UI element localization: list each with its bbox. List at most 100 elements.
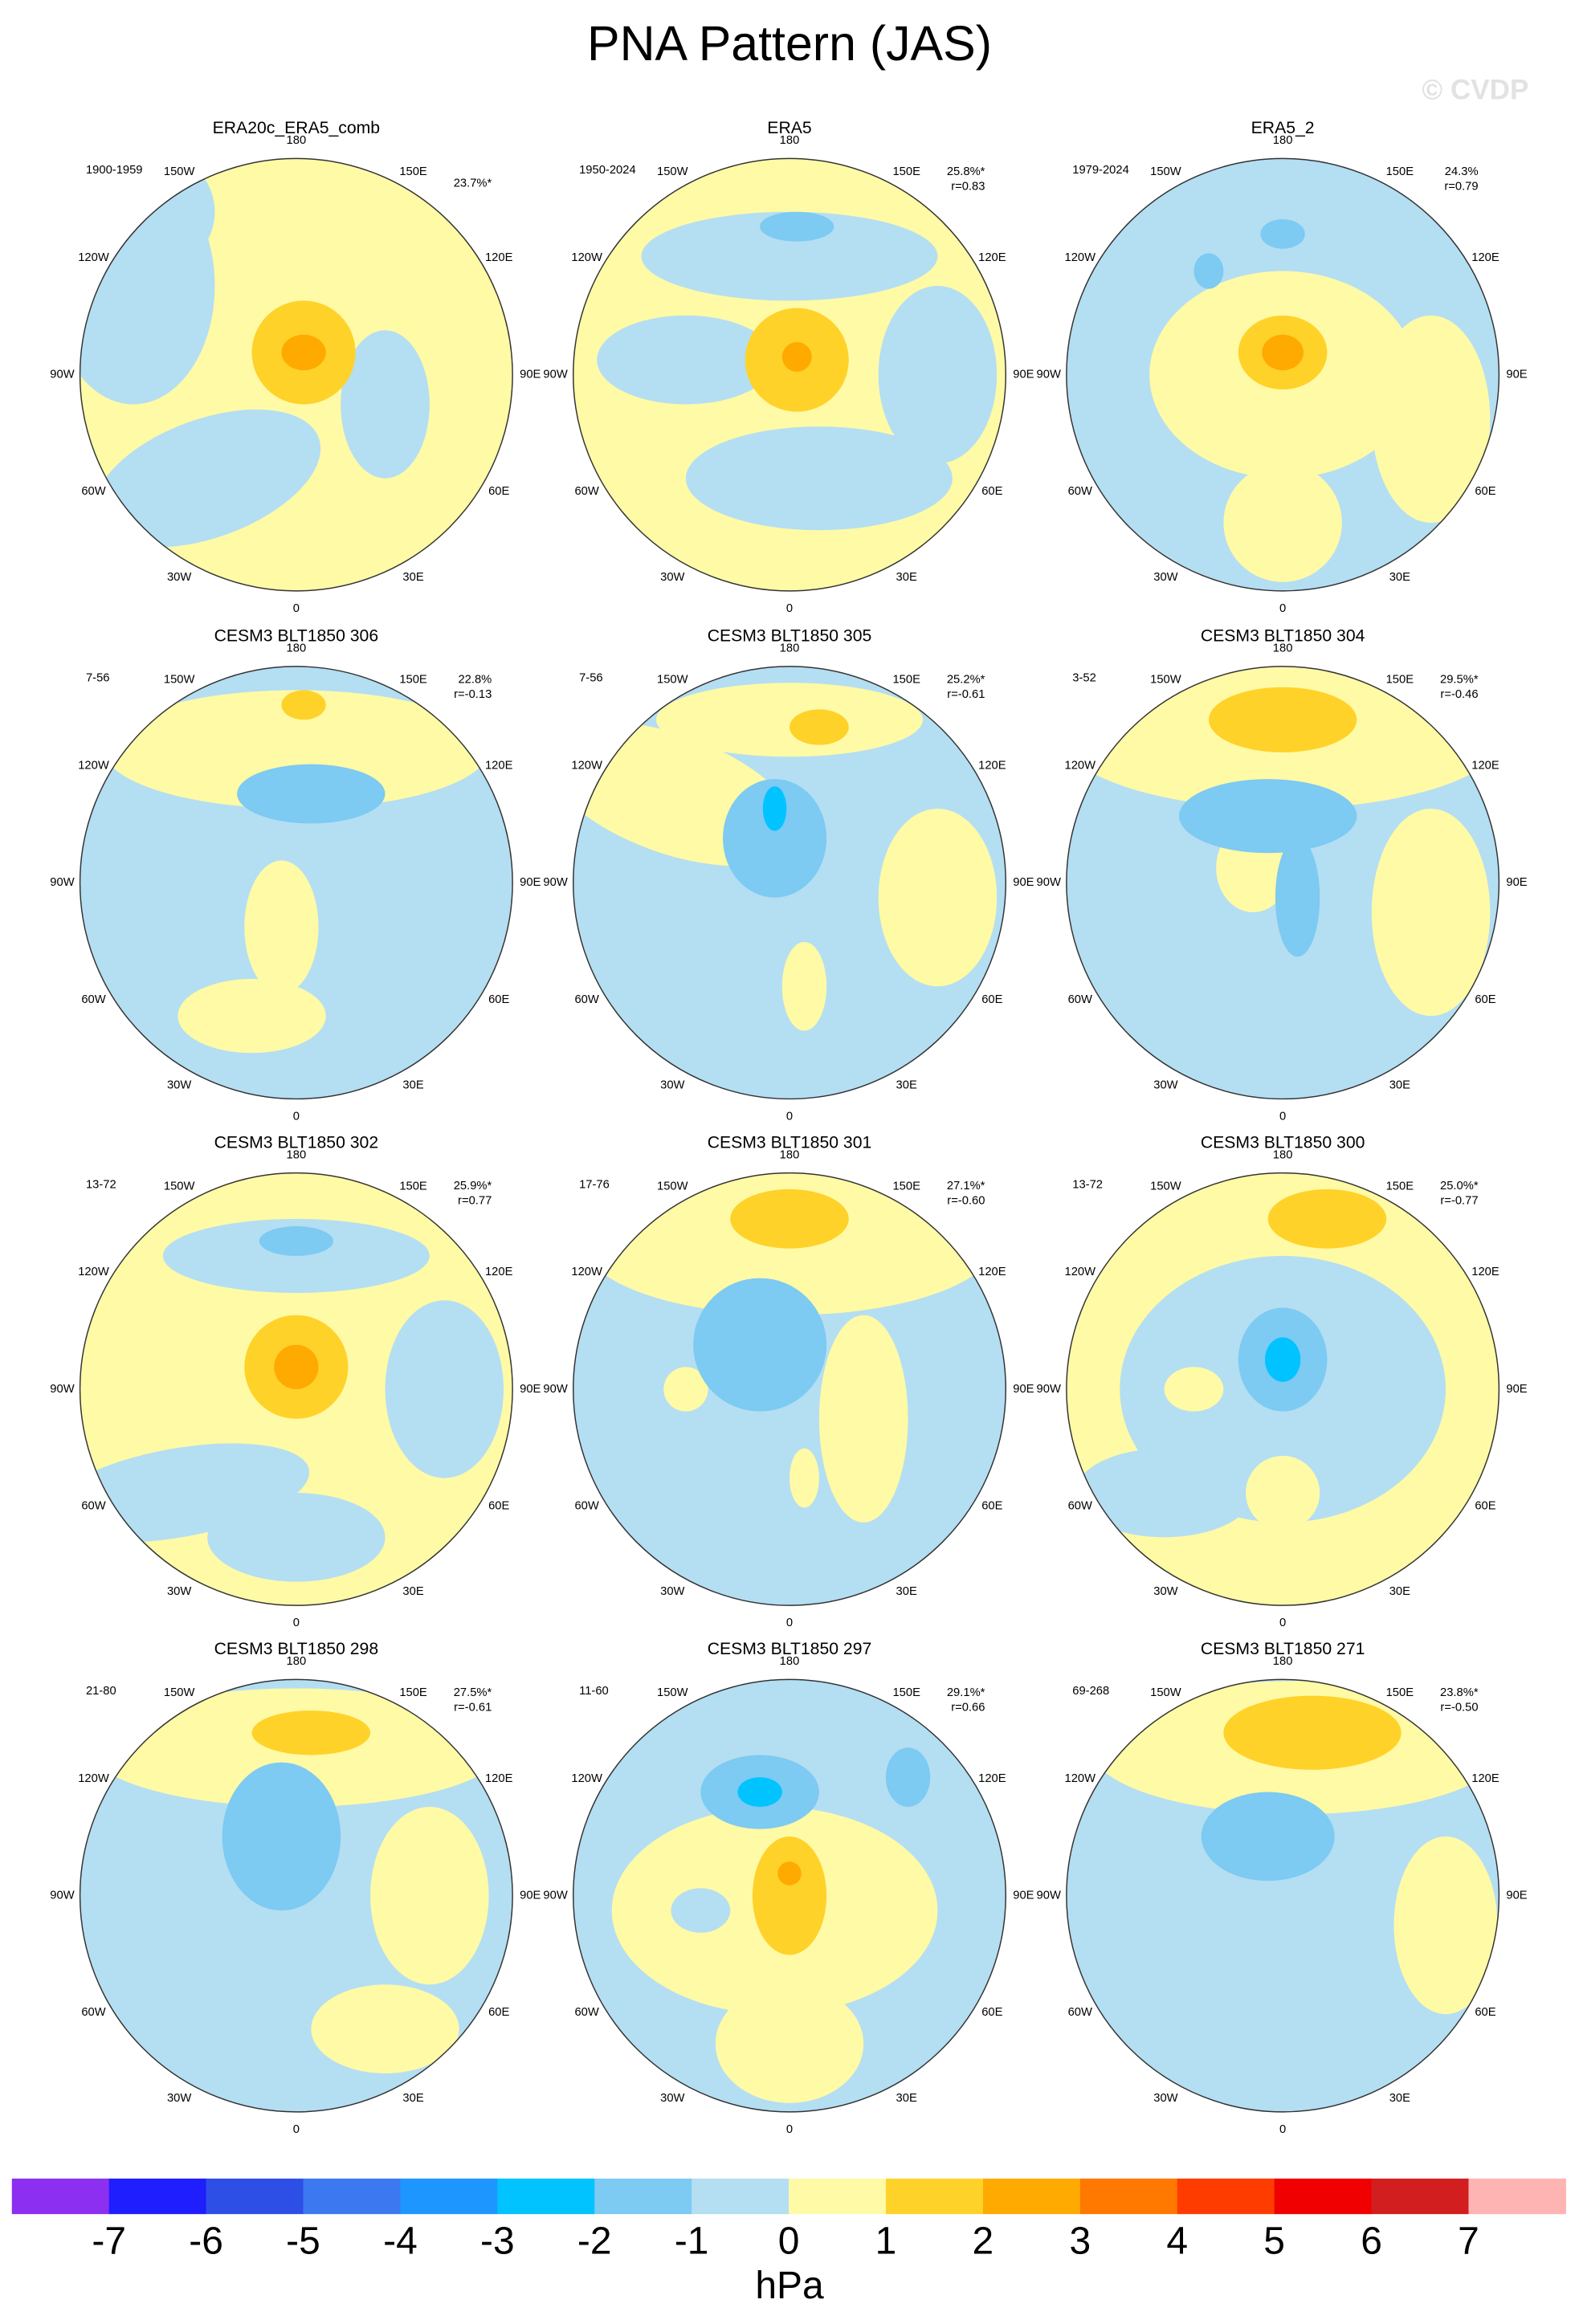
map-field bbox=[1066, 1172, 1499, 1606]
longitude-label: 150W bbox=[164, 1180, 195, 1193]
anomaly-region bbox=[281, 334, 326, 371]
longitude-label: 30W bbox=[660, 571, 684, 584]
longitude-label: 120E bbox=[1471, 1772, 1499, 1785]
longitude-label: 0 bbox=[786, 1617, 793, 1629]
map-field bbox=[1066, 158, 1499, 591]
panel-years: 11-60 bbox=[579, 1685, 609, 1698]
anomaly-region bbox=[385, 1300, 504, 1478]
panel-years: 1979-2024 bbox=[1072, 164, 1129, 177]
anomaly-region bbox=[370, 1806, 489, 1985]
colorbar-label: -7 bbox=[92, 2220, 126, 2263]
map-field bbox=[80, 158, 513, 591]
colorbar-box bbox=[1468, 2178, 1566, 2215]
anomaly-region bbox=[1262, 334, 1304, 371]
longitude-label: 180 bbox=[287, 642, 307, 655]
map-panel: CESM3 BLT1850 297 11-60 29.1%* r=0.66 180 150… bbox=[543, 1640, 1034, 2136]
anomaly-region bbox=[597, 315, 775, 405]
longitude-label: 60W bbox=[574, 993, 598, 1006]
anomaly-region bbox=[274, 1344, 319, 1389]
longitude-label: 0 bbox=[1279, 2123, 1286, 2136]
map-border bbox=[1066, 1678, 1500, 2113]
colorbar-unit: hPa bbox=[755, 2265, 824, 2307]
longitude-label: 150E bbox=[892, 674, 920, 687]
panel-title: CESM3 BLT1850 306 bbox=[214, 627, 379, 646]
anomaly-region bbox=[818, 1315, 908, 1523]
longitude-label: 120W bbox=[78, 1266, 109, 1278]
anomaly-region bbox=[1075, 1448, 1254, 1538]
anomaly-region bbox=[685, 426, 953, 531]
longitude-label: 90E bbox=[520, 368, 541, 381]
longitude-label: 120W bbox=[571, 759, 602, 772]
longitude-label: 60W bbox=[574, 485, 598, 498]
panel-r: r=-0.77 bbox=[1440, 1195, 1478, 1208]
watermark: © CVDP bbox=[1422, 75, 1528, 106]
longitude-label: 60E bbox=[981, 485, 1002, 498]
longitude-label: 60W bbox=[81, 2006, 105, 2019]
map-border bbox=[79, 1678, 513, 2113]
longitude-label: 60E bbox=[981, 1499, 1002, 1512]
longitude-label: 180 bbox=[780, 134, 800, 147]
longitude-label: 120W bbox=[571, 1266, 602, 1278]
longitude-label: 30W bbox=[1153, 571, 1177, 584]
panel-pct: 27.5%* bbox=[454, 1686, 492, 1699]
colorbar-label: 6 bbox=[1361, 2220, 1382, 2263]
longitude-label: 120W bbox=[571, 251, 602, 264]
anomaly-region bbox=[878, 285, 998, 464]
longitude-label: 0 bbox=[786, 2123, 793, 2136]
longitude-label: 90E bbox=[520, 1890, 541, 1902]
map-border bbox=[79, 157, 513, 592]
anomaly-region bbox=[341, 330, 430, 479]
longitude-label: 150W bbox=[164, 1686, 195, 1699]
anomaly-region bbox=[723, 779, 827, 898]
map-field bbox=[80, 666, 513, 1099]
anomaly-region bbox=[1193, 253, 1224, 289]
longitude-label: 60E bbox=[488, 1499, 509, 1512]
map-border bbox=[573, 1172, 1006, 1606]
longitude-label: 150E bbox=[1386, 1686, 1414, 1699]
longitude-label: 30E bbox=[896, 1078, 917, 1091]
figure-title: PNA Pattern (JAS) bbox=[587, 16, 992, 71]
longitude-label: 150W bbox=[657, 674, 688, 687]
map-panel: CESM3 BLT1850 302 13-72 25.9%* r=0.77 180 150… bbox=[50, 1133, 541, 1629]
longitude-label: 60E bbox=[1475, 2006, 1495, 2019]
longitude-label: 150W bbox=[1150, 1180, 1181, 1193]
anomaly-region bbox=[1275, 838, 1320, 957]
colorbar-label: 3 bbox=[1069, 2220, 1091, 2263]
longitude-label: 30E bbox=[1389, 1585, 1410, 1598]
map-border bbox=[573, 157, 1006, 592]
map-panel: ERA5_2 1979-2024 24.3% r=0.79 180 150E 120E 90E… bbox=[1037, 119, 1528, 615]
longitude-label: 150E bbox=[892, 1686, 920, 1699]
panel-title: CESM3 BLT1850 300 bbox=[1201, 1133, 1365, 1152]
map-border bbox=[573, 666, 1006, 1100]
panel-pct: 23.7%* bbox=[454, 177, 492, 190]
longitude-label: 150E bbox=[1386, 674, 1414, 687]
longitude-label: 30E bbox=[1389, 2092, 1410, 2105]
colorbar-box bbox=[789, 2178, 887, 2215]
longitude-label: 120E bbox=[978, 1266, 1006, 1278]
longitude-label: 60E bbox=[1475, 485, 1495, 498]
colorbar-label: 0 bbox=[778, 2220, 800, 2263]
longitude-label: 120W bbox=[1065, 251, 1096, 264]
longitude-label: 30W bbox=[167, 571, 191, 584]
map-field bbox=[80, 1679, 513, 2112]
map-panel: CESM3 BLT1850 300 13-72 25.0%* r=-0.77 180 15… bbox=[1037, 1133, 1528, 1629]
longitude-label: 90W bbox=[543, 1383, 567, 1396]
panel-years: 1900-1959 bbox=[86, 164, 143, 177]
longitude-label: 90W bbox=[1037, 368, 1061, 381]
longitude-label: 150E bbox=[399, 1180, 427, 1193]
longitude-label: 60W bbox=[1068, 2006, 1092, 2019]
panel-r: r=-0.61 bbox=[454, 1701, 492, 1714]
panel-years: 21-80 bbox=[86, 1685, 116, 1698]
anomaly-region bbox=[715, 1984, 864, 2103]
colorbar-box bbox=[497, 2178, 595, 2215]
longitude-label: 180 bbox=[1273, 642, 1293, 655]
longitude-label: 60E bbox=[981, 993, 1002, 1006]
longitude-label: 60W bbox=[574, 1499, 598, 1512]
anomaly-region bbox=[251, 1710, 371, 1755]
anomaly-region bbox=[244, 860, 319, 994]
panel-pct: 25.9%* bbox=[454, 1180, 492, 1193]
longitude-label: 0 bbox=[1279, 1617, 1286, 1629]
colorbar-box bbox=[1274, 2178, 1373, 2215]
colorbar-box bbox=[206, 2178, 304, 2215]
